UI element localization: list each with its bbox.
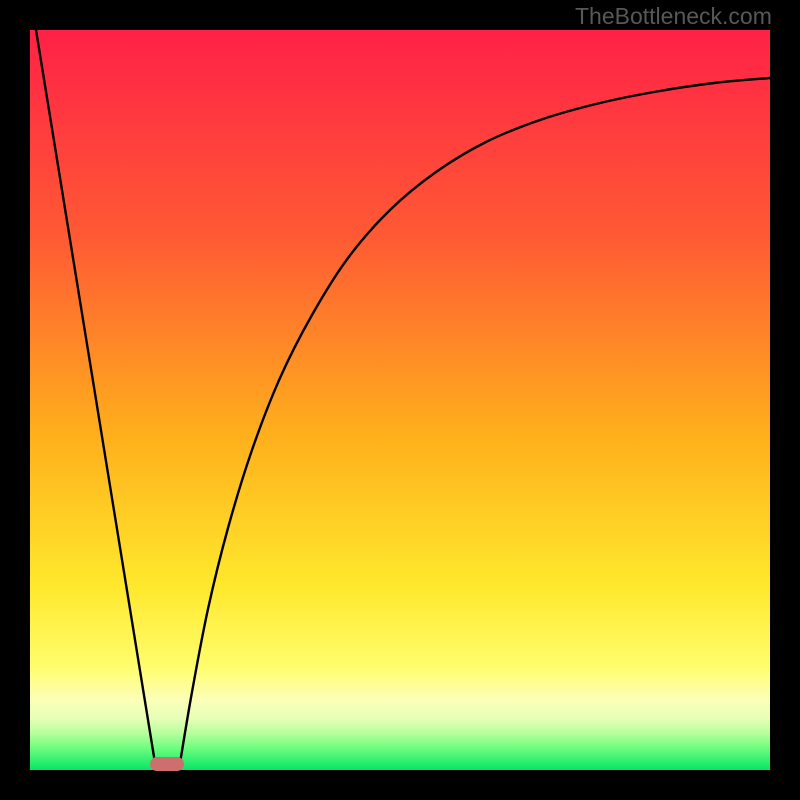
chart-frame: TheBottleneck.com — [0, 0, 800, 800]
watermark-label: TheBottleneck.com — [575, 3, 772, 30]
bottleneck-marker — [150, 757, 184, 771]
right-curve — [180, 78, 770, 763]
curve-overlay — [0, 0, 800, 800]
left-curve — [36, 30, 155, 763]
